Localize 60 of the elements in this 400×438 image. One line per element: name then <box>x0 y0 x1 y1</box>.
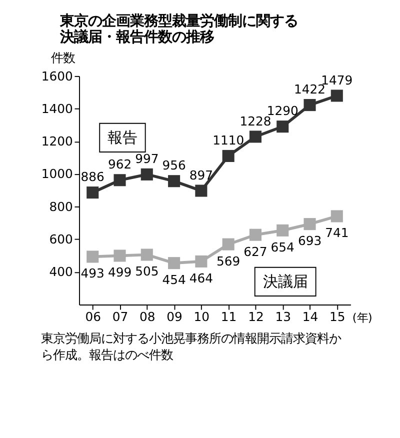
x-tick-label: 07 <box>112 310 128 324</box>
point <box>276 224 289 236</box>
point <box>330 210 343 222</box>
y-tick-label: 1000 <box>41 167 73 182</box>
data-label: 499 <box>108 266 132 280</box>
data-label: 741 <box>325 226 349 240</box>
point <box>249 130 262 143</box>
x-tick-label: 11 <box>220 310 237 324</box>
data-label: 493 <box>80 266 104 281</box>
x-tick-label: 08 <box>140 310 156 324</box>
point <box>249 228 262 241</box>
data-label: 1110 <box>212 134 244 148</box>
data-label: 1228 <box>240 114 272 128</box>
point <box>330 90 343 102</box>
point <box>168 257 180 270</box>
point <box>304 218 316 230</box>
point <box>222 238 234 250</box>
data-label: 627 <box>244 244 268 259</box>
chart-title: 東京の企画業務型裁量労働制に関する決議届・報告件数の推移 <box>58 12 298 46</box>
point <box>86 250 99 263</box>
x-tick-label: 10 <box>194 310 210 324</box>
point <box>222 150 234 162</box>
point <box>86 186 99 199</box>
data-label: 454 <box>162 273 186 288</box>
point <box>304 99 316 112</box>
y-tick-label: 1200 <box>41 134 73 149</box>
text: 決議届 <box>262 272 308 290</box>
data-label: 569 <box>216 254 240 268</box>
series-label: 報告 <box>107 128 138 146</box>
data-label: 693 <box>298 234 322 248</box>
point <box>114 250 126 262</box>
point <box>276 120 289 133</box>
y-axis-title: 件数 <box>50 51 75 66</box>
point <box>140 168 153 180</box>
point <box>195 184 208 197</box>
x-tick-label: 09 <box>166 310 182 324</box>
point <box>168 175 180 188</box>
data-label: 897 <box>189 168 214 182</box>
x-tick-label: 14 <box>302 310 318 324</box>
data-label: 886 <box>80 170 105 184</box>
y-tick-label: 1600 <box>41 69 73 84</box>
y-tick-label: 400 <box>49 265 73 280</box>
x-tick-label: 12 <box>248 310 264 324</box>
y-tick-label: 600 <box>49 232 73 247</box>
data-label: 997 <box>135 152 159 166</box>
data-label: 962 <box>108 158 132 172</box>
point <box>140 248 153 261</box>
x-tick-label: 06 <box>85 310 102 324</box>
x-axis-title: (年) <box>352 310 372 325</box>
x-tick-label: 15 <box>330 310 346 324</box>
y-tick-label: 1400 <box>41 102 73 116</box>
data-label: 505 <box>135 264 159 279</box>
data-label: 654 <box>270 240 295 254</box>
x-tick-label: 13 <box>275 310 291 324</box>
data-label: 956 <box>162 158 186 173</box>
point <box>114 174 126 186</box>
y-tick-label: 800 <box>49 200 73 214</box>
text: 東京労働局に対する小池晃事務所の情報開示請求資料から作成。報告はのべ件数 <box>40 332 341 362</box>
data-label: 464 <box>189 271 214 286</box>
point <box>195 255 208 268</box>
